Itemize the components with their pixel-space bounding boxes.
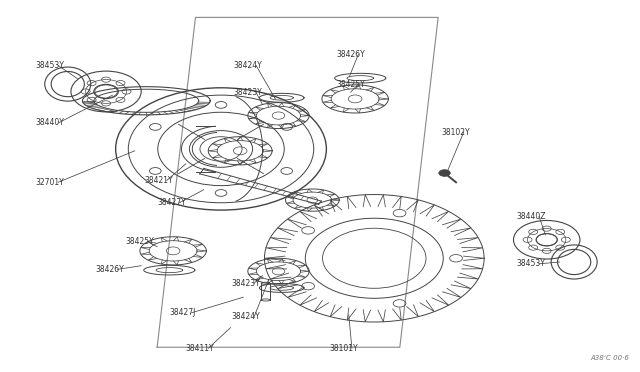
- Text: 38440Z: 38440Z: [516, 212, 546, 221]
- Text: 38453Y: 38453Y: [36, 61, 65, 70]
- Text: 38424Y: 38424Y: [234, 61, 262, 70]
- Text: 38102Y: 38102Y: [442, 128, 470, 137]
- Text: 38425Y: 38425Y: [125, 237, 154, 246]
- Text: 38424Y: 38424Y: [232, 312, 260, 321]
- Text: 38426Y: 38426Y: [336, 50, 365, 59]
- Circle shape: [439, 170, 451, 176]
- Text: 38425Y: 38425Y: [336, 80, 365, 89]
- Text: 38421Y: 38421Y: [145, 176, 173, 185]
- Text: 38440Y: 38440Y: [36, 119, 65, 128]
- Text: 38426Y: 38426Y: [95, 265, 124, 274]
- Text: 38423Y: 38423Y: [232, 279, 260, 288]
- Text: 38427Y: 38427Y: [157, 198, 186, 207]
- Text: 38453Y: 38453Y: [516, 259, 545, 268]
- Text: 32701Y: 32701Y: [36, 178, 65, 187]
- Text: 38101Y: 38101Y: [330, 344, 358, 353]
- Text: 38427J: 38427J: [170, 308, 196, 317]
- Text: A38ʼC 00·6: A38ʼC 00·6: [591, 355, 630, 361]
- Text: 38423Y: 38423Y: [234, 88, 262, 97]
- Text: 38411Y: 38411Y: [186, 344, 214, 353]
